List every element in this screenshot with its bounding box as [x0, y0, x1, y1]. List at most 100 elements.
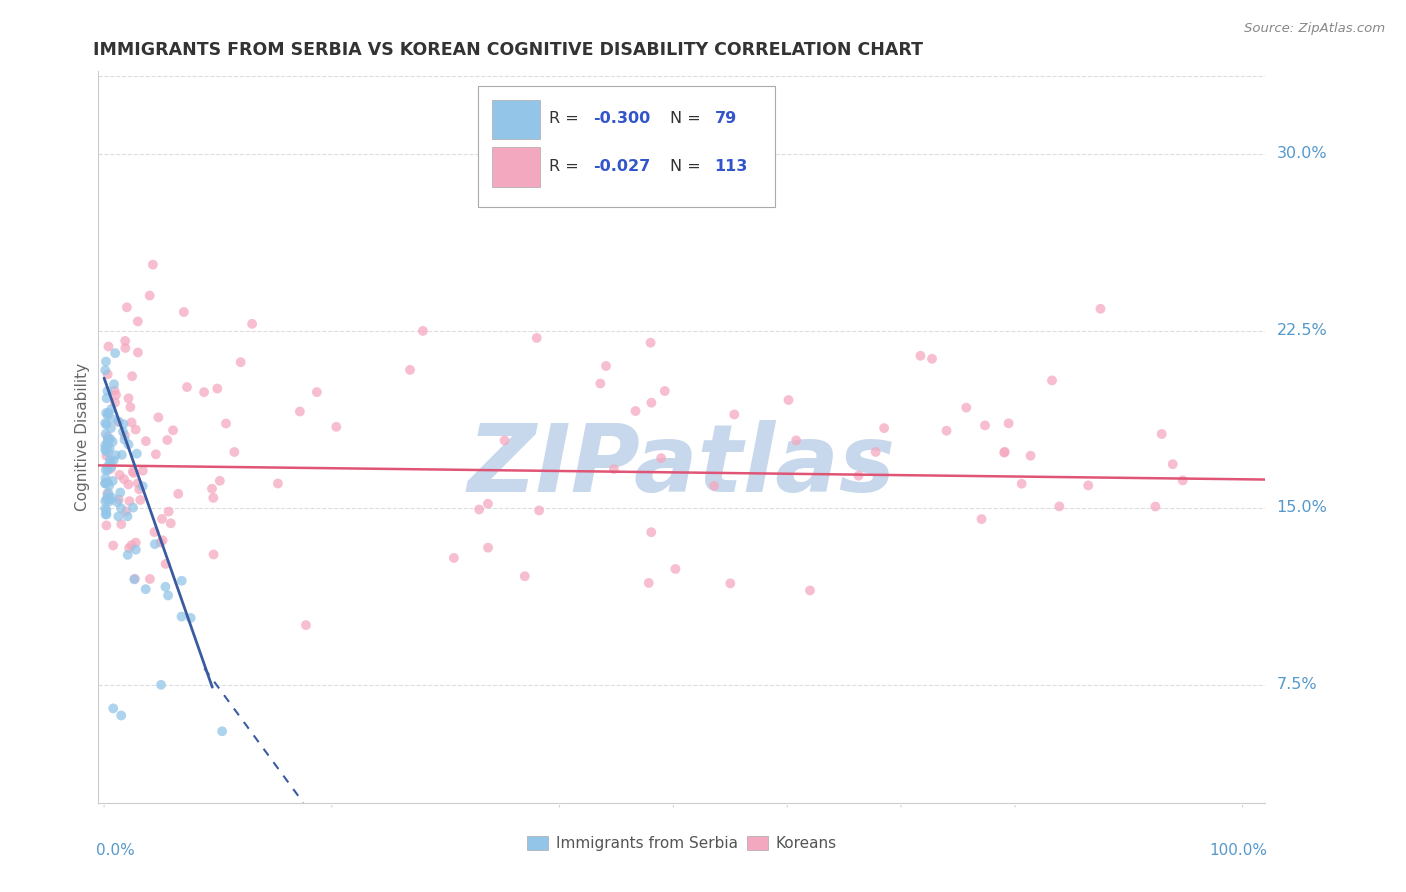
Point — [325, 420, 347, 434]
Point — [101, 412, 124, 426]
Point — [125, 535, 148, 549]
Point — [970, 512, 993, 526]
Point — [125, 447, 148, 461]
Point — [477, 541, 499, 555]
Point — [526, 331, 548, 345]
Point — [114, 433, 136, 447]
Point — [118, 541, 141, 555]
Text: 22.5%: 22.5% — [1277, 324, 1327, 338]
Point — [100, 402, 122, 417]
Point — [513, 569, 536, 583]
Point — [211, 724, 233, 739]
Point — [152, 533, 174, 548]
Point — [637, 576, 659, 591]
Point — [848, 468, 870, 483]
Point — [96, 490, 118, 504]
Point — [97, 340, 120, 354]
Point — [97, 486, 120, 500]
Text: R =: R = — [548, 112, 583, 127]
Point — [138, 288, 160, 302]
FancyBboxPatch shape — [492, 100, 540, 139]
Point — [723, 408, 745, 422]
Point — [125, 542, 148, 557]
Point — [111, 448, 134, 462]
Point — [201, 482, 224, 496]
Point — [118, 494, 141, 508]
Point — [124, 423, 146, 437]
Point — [127, 476, 149, 491]
Point — [97, 406, 120, 420]
Point — [208, 474, 231, 488]
Point — [117, 548, 139, 562]
Point — [288, 404, 311, 418]
Point — [955, 401, 977, 415]
Point — [157, 589, 180, 603]
Point — [935, 424, 957, 438]
Text: ZIPatlas: ZIPatlas — [468, 420, 896, 512]
Point — [1040, 373, 1063, 387]
Point — [96, 508, 118, 522]
Point — [97, 445, 120, 459]
Point — [96, 459, 118, 474]
Point — [107, 414, 129, 428]
Point — [97, 431, 120, 445]
Text: 30.0%: 30.0% — [1277, 146, 1327, 161]
Point — [778, 392, 800, 407]
Point — [295, 618, 318, 632]
Point — [94, 443, 117, 458]
Point — [224, 445, 246, 459]
Point — [115, 504, 138, 518]
Point — [143, 537, 166, 551]
Point — [111, 425, 134, 439]
Point — [114, 428, 136, 442]
Point — [131, 479, 153, 493]
Point — [94, 426, 117, 441]
Point — [1011, 476, 1033, 491]
Point — [128, 483, 150, 497]
Text: 113: 113 — [714, 159, 748, 174]
Point — [135, 434, 157, 449]
Point — [135, 582, 157, 596]
Point — [121, 465, 143, 479]
Text: IMMIGRANTS FROM SERBIA VS KOREAN COGNITIVE DISABILITY CORRELATION CHART: IMMIGRANTS FROM SERBIA VS KOREAN COGNITI… — [93, 41, 922, 59]
Point — [100, 455, 122, 469]
Point — [127, 345, 149, 359]
Point — [229, 355, 252, 369]
Text: R =: R = — [548, 159, 583, 174]
Point — [145, 447, 167, 461]
Point — [1047, 500, 1070, 514]
Text: 15.0%: 15.0% — [1277, 500, 1327, 516]
Point — [96, 417, 118, 432]
Point — [664, 562, 686, 576]
Point — [107, 415, 129, 429]
Point — [103, 384, 125, 398]
Point — [117, 509, 139, 524]
Point — [98, 492, 121, 507]
Point — [150, 512, 173, 526]
Point — [1019, 449, 1042, 463]
Point — [162, 423, 184, 437]
Point — [104, 346, 127, 360]
Point — [640, 395, 662, 409]
Point — [180, 611, 202, 625]
Point — [993, 445, 1015, 459]
Point — [1161, 457, 1184, 471]
Point — [921, 351, 943, 366]
Point — [120, 400, 142, 414]
Point — [108, 467, 131, 482]
Point — [96, 449, 118, 463]
Point — [170, 574, 193, 588]
Point — [170, 609, 193, 624]
Point — [202, 548, 225, 562]
Point — [94, 476, 117, 491]
Point — [477, 497, 499, 511]
Point — [110, 501, 132, 516]
Point — [105, 388, 128, 402]
Point — [305, 385, 328, 400]
Point — [122, 500, 145, 515]
Point — [96, 475, 118, 490]
Point — [117, 392, 139, 406]
Point — [104, 395, 127, 409]
Point — [100, 462, 122, 476]
FancyBboxPatch shape — [478, 86, 775, 207]
